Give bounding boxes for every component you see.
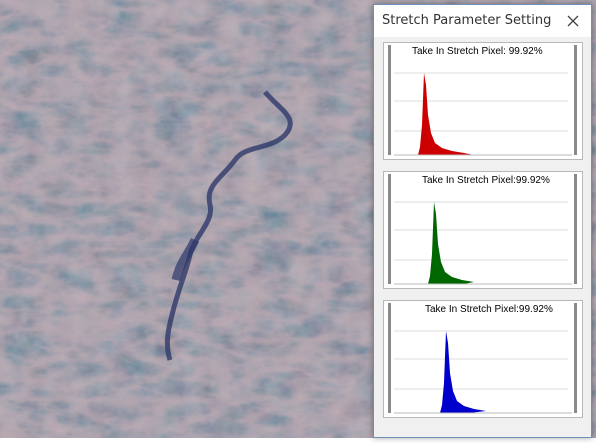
dialog-titlebar[interactable]: Stretch Parameter Setting xyxy=(374,5,591,37)
dialog-title: Stretch Parameter Setting xyxy=(382,13,552,28)
stretch-handle-left xyxy=(388,303,391,413)
close-icon[interactable] xyxy=(563,11,583,31)
stretch-pixel-label-blue: Take In Stretch Pixel:99.92% xyxy=(424,304,554,315)
histogram-red-shape xyxy=(418,73,474,155)
stretch-parameter-dialog: Stretch Parameter Setting Take In Stretc… xyxy=(373,4,592,438)
histogram-blue-shape xyxy=(440,331,486,413)
stretch-handle-right xyxy=(574,45,577,155)
histogram-panel-blue[interactable]: Take In Stretch Pixel:99.92% xyxy=(383,300,583,418)
stretch-handle-right xyxy=(574,303,577,413)
stretch-handle-left xyxy=(388,174,391,284)
stretch-pixel-label-red: Take In Stretch Pixel: 99.92% xyxy=(411,46,544,57)
stretch-handle-right xyxy=(574,174,577,284)
histogram-panel-red[interactable]: Take In Stretch Pixel: 99.92% xyxy=(383,42,583,160)
histogram-blue xyxy=(388,303,577,414)
histogram-panel-green[interactable]: Take In Stretch Pixel:99.92% xyxy=(383,171,583,289)
histogram-green-shape xyxy=(428,202,474,284)
histogram-green xyxy=(388,174,577,285)
stretch-handle-left xyxy=(388,45,391,155)
histogram-red xyxy=(388,45,577,156)
stretch-pixel-label-green: Take In Stretch Pixel:99.92% xyxy=(421,175,551,186)
